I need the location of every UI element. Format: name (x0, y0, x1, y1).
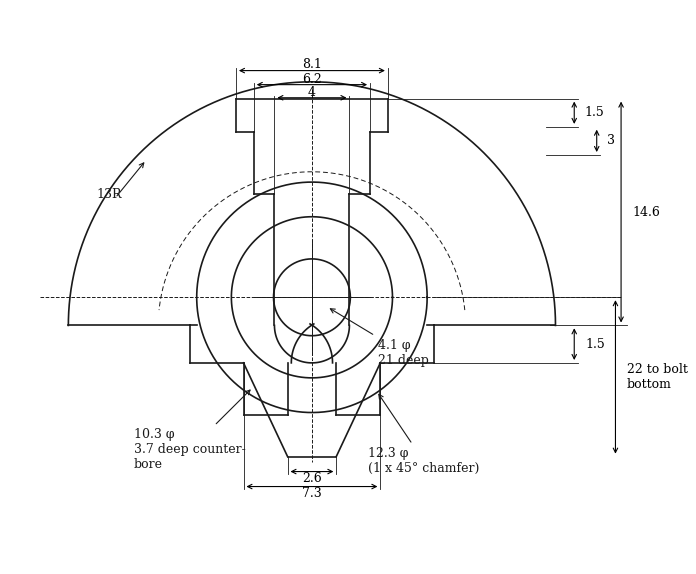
Text: 7.3: 7.3 (302, 487, 322, 499)
Text: 22 to bolt
bottom: 22 to bolt bottom (626, 363, 688, 391)
Text: 1.5: 1.5 (585, 338, 606, 351)
Text: 6.2: 6.2 (302, 72, 322, 86)
Text: 2.6: 2.6 (302, 472, 322, 484)
Text: 14.6: 14.6 (632, 205, 661, 219)
Text: 12.3 φ
(1 x 45° chamfer): 12.3 φ (1 x 45° chamfer) (368, 394, 480, 475)
Text: 3: 3 (607, 134, 615, 148)
Text: 10.3 φ
3.7 deep counter-
bore: 10.3 φ 3.7 deep counter- bore (134, 390, 250, 471)
Text: 4: 4 (308, 86, 316, 99)
Text: 13R: 13R (97, 188, 122, 201)
Text: 8.1: 8.1 (302, 57, 322, 71)
Text: 4.1 φ
21 deep: 4.1 φ 21 deep (331, 309, 428, 367)
Text: 1.5: 1.5 (585, 106, 604, 119)
